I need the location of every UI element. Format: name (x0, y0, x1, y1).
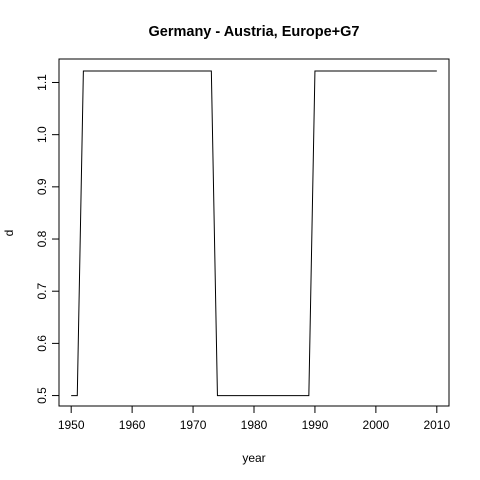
series-layer (71, 70, 437, 397)
x-axis-label: year (242, 451, 265, 465)
y-axis-label: d (2, 230, 16, 237)
y-tick-label: 0.7 (35, 283, 49, 300)
plot-frame (58, 58, 450, 407)
y-tick-label: 0.6 (35, 335, 49, 352)
x-tick-label: 1970 (180, 418, 207, 432)
y-tick-label: 0.8 (35, 230, 49, 247)
x-tick-label: 2000 (363, 418, 390, 432)
x-tick-label: 1960 (119, 418, 146, 432)
x-axis: 1950 1960 1970 1980 1990 2000 2010 (58, 405, 450, 432)
y-tick-label: 1.1 (35, 74, 49, 91)
x-tick-label: 1980 (241, 418, 268, 432)
x-tick-label: 2010 (423, 418, 450, 432)
y-axis: 0.5 0.6 0.7 0.8 0.9 1.0 1.1 (35, 74, 60, 404)
x-tick-label: 1950 (58, 418, 85, 432)
series-line (71, 70, 437, 397)
chart-title: Germany - Austria, Europe+G7 (149, 24, 360, 40)
y-tick-label: 0.5 (35, 387, 49, 404)
y-tick-label: 1.0 (35, 126, 49, 143)
x-tick-label: 1990 (302, 418, 329, 432)
y-tick-label: 0.9 (35, 178, 49, 195)
